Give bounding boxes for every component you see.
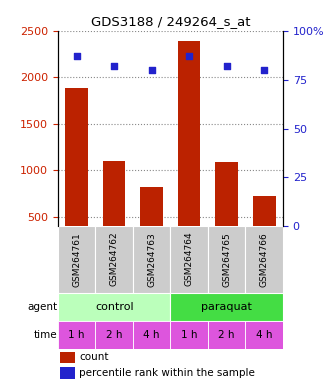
Point (187, 53, 192, 59)
Text: GSM264762: GSM264762 (110, 232, 119, 286)
Point (149, 67, 154, 73)
Bar (170, 227, 208, 293)
Text: paraquat: paraquat (201, 303, 252, 313)
Bar (246, 321, 283, 349)
Text: 2 h: 2 h (218, 330, 235, 341)
Bar (60, 367, 75, 379)
Text: 1 h: 1 h (181, 330, 198, 341)
Point (74, 53, 79, 59)
Text: count: count (79, 353, 109, 362)
Bar (58, 227, 95, 293)
Text: GSM264764: GSM264764 (185, 232, 194, 286)
Bar (215, 162, 238, 264)
Point (261, 67, 267, 73)
Point (112, 63, 117, 69)
Text: 2 h: 2 h (106, 330, 122, 341)
Bar (140, 187, 163, 264)
Bar (103, 161, 125, 264)
Text: GSM264763: GSM264763 (147, 232, 156, 286)
Point (224, 63, 229, 69)
Bar (58, 293, 170, 321)
Bar (170, 293, 283, 321)
Bar (253, 196, 275, 264)
Bar (246, 227, 283, 293)
Bar (60, 352, 75, 363)
Text: percentile rank within the sample: percentile rank within the sample (79, 368, 255, 378)
Bar (170, 321, 208, 349)
Text: 4 h: 4 h (143, 330, 160, 341)
Bar (133, 227, 170, 293)
Bar (66, 88, 88, 264)
Bar (178, 41, 201, 264)
Text: 4 h: 4 h (256, 330, 272, 341)
Bar (58, 321, 95, 349)
Title: GDS3188 / 249264_s_at: GDS3188 / 249264_s_at (91, 15, 250, 28)
Bar (208, 227, 246, 293)
Text: GSM264766: GSM264766 (260, 232, 269, 286)
Text: time: time (33, 330, 57, 341)
Bar (95, 321, 133, 349)
Text: agent: agent (27, 303, 57, 313)
Text: GSM264765: GSM264765 (222, 232, 231, 286)
Text: control: control (95, 303, 133, 313)
Text: 1 h: 1 h (69, 330, 85, 341)
Bar (95, 227, 133, 293)
Text: GSM264761: GSM264761 (72, 232, 81, 286)
Bar (208, 321, 246, 349)
Bar (133, 321, 170, 349)
